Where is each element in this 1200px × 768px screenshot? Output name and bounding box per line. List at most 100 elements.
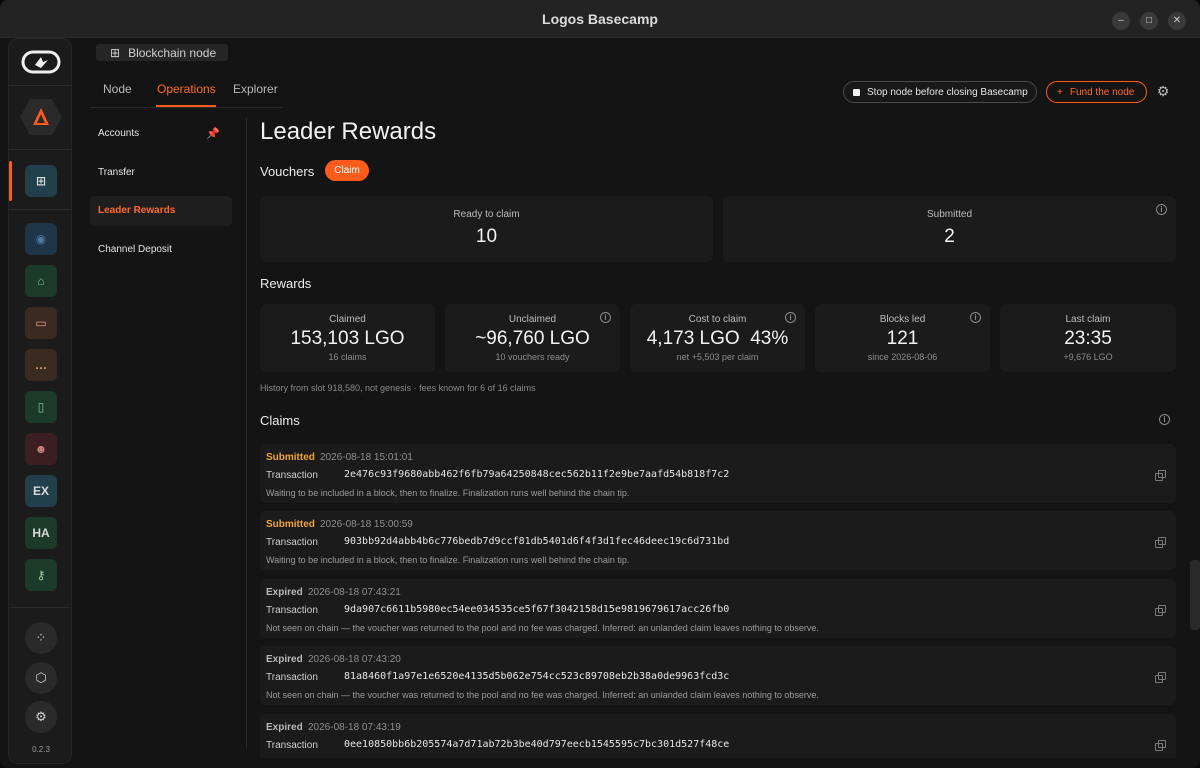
grid-icon: ⊞	[110, 45, 121, 60]
tab-operations[interactable]: Operations	[157, 82, 216, 96]
stat-label: Blocks led	[879, 314, 926, 325]
chat-app-icon[interactable]: ▭	[25, 307, 57, 339]
operations-subnav: Accounts 📌 Transfer Leader Rewards Chann…	[90, 118, 247, 748]
tab-explorer[interactable]: Explorer	[233, 82, 278, 96]
ready-label: Ready to claim	[453, 209, 520, 220]
window-title: Logos Basecamp	[542, 11, 658, 27]
submitted-label: Submitted	[926, 209, 973, 220]
claim-button[interactable]: Claim	[325, 160, 369, 181]
ex-app-icon[interactable]: EX	[25, 475, 57, 507]
stop-node-label: Stop node before closing Basecamp	[867, 86, 1028, 98]
main-content: Leader Rewards Vouchers Claim Ready to c…	[260, 118, 1176, 758]
transaction-label: Transaction	[266, 605, 318, 616]
stat-sub: net +5,503 per claim	[676, 352, 759, 362]
stop-node-toggle[interactable]: Stop node before closing Basecamp	[843, 81, 1037, 103]
stat-label: Unclaimed	[508, 314, 557, 325]
stat-sub: +9,676 LGO	[1063, 352, 1113, 362]
stat-value: 153,103 LGO	[290, 328, 405, 349]
transaction-hash[interactable]: 2e476c93f9680abb462f6fb79a64250848cec562…	[344, 469, 730, 480]
transaction-label: Transaction	[266, 470, 318, 481]
claim-row: Expired 2026-08-18 07:43:20 Transaction …	[260, 646, 1176, 705]
copy-icon[interactable]	[1155, 470, 1166, 481]
key-app-icon[interactable]: ⚷	[25, 559, 57, 591]
stat-value: 4,173 LGO 43%	[646, 328, 789, 349]
stat-sub: 16 claims	[328, 352, 367, 362]
checkbox-icon	[853, 88, 860, 96]
eye-app-icon[interactable]: ◉	[25, 223, 57, 255]
subnav-label: Accounts	[98, 128, 140, 139]
app-rail: ⊞ ◉ ⌂ ▭ … ▯ ☻ EX HA ⚷ ⁘ ⬡ ⚙ 0.2.3	[8, 38, 72, 764]
claim-row: Submitted 2026-08-18 15:00:59 Transactio…	[260, 511, 1176, 570]
claim-status: Expired	[266, 654, 303, 665]
active-tab-indicator	[156, 105, 216, 107]
transaction-hash[interactable]: 9da907c6611b5980ec54ee034535ce5f67f30421…	[344, 604, 730, 615]
claim-status: Submitted	[266, 452, 315, 463]
modules-icon[interactable]: ⁘	[25, 622, 57, 654]
basecamp-logo-icon[interactable]	[21, 49, 61, 75]
book-app-icon[interactable]: ▯	[25, 391, 57, 423]
bank-app-icon[interactable]: ⌂	[25, 265, 57, 297]
claim-time: 2026-08-18 15:01:01	[320, 452, 413, 463]
subnav-item-transfer[interactable]: Transfer	[98, 167, 135, 178]
transaction-label: Transaction	[266, 740, 318, 751]
claim-message: Not seen on chain — the voucher was retu…	[266, 690, 819, 700]
subnav-item-accounts[interactable]: Accounts 📌	[90, 119, 232, 149]
info-icon[interactable]: i	[600, 312, 611, 323]
claim-time: 2026-08-18 07:43:20	[308, 654, 401, 665]
avatar-app-icon[interactable]: ☻	[25, 433, 57, 465]
transaction-hash[interactable]: 0ee10850bb6b205574a7d71ab72b3be40d797eec…	[344, 739, 730, 750]
subnav-divider	[246, 118, 247, 748]
stat-value: ~96,760 LGO	[475, 328, 590, 349]
ready-value: 10	[475, 226, 498, 247]
page-title: Leader Rewards	[260, 118, 437, 145]
transaction-hash[interactable]: 81a8460f1a97e1e6520e4135d5b062e754cc523c…	[344, 671, 730, 682]
stat-label: Last claim	[1065, 314, 1111, 325]
copy-icon[interactable]	[1155, 740, 1166, 751]
scrollbar[interactable]	[1190, 560, 1200, 630]
breadcrumb[interactable]: ⊞ Blockchain node	[96, 44, 229, 61]
fund-node-button[interactable]: + Fund the node	[1046, 81, 1147, 103]
stat-label: Claimed	[329, 314, 366, 325]
claim-status: Expired	[266, 587, 303, 598]
info-icon[interactable]: i	[785, 312, 796, 323]
fund-node-label: Fund the node	[1069, 86, 1135, 98]
blockchain-app-icon[interactable]: ⊞	[25, 165, 57, 197]
copy-icon[interactable]	[1155, 605, 1166, 616]
ha-app-icon[interactable]: HA	[25, 517, 57, 549]
gear-icon[interactable]: ⚙	[1156, 83, 1170, 99]
app-version: 0.2.3	[32, 745, 50, 754]
breadcrumb-label: Blockchain node	[128, 45, 217, 60]
stat-label: Cost to claim	[688, 314, 747, 325]
pin-icon[interactable]: 📌	[206, 128, 220, 140]
info-icon[interactable]: i	[1159, 414, 1170, 425]
close-icon[interactable]: ✕	[1168, 12, 1186, 30]
claim-status: Expired	[266, 722, 303, 733]
transaction-hash[interactable]: 903bb92d4abb4b6c776bedb7d9ccf81db5401d6f…	[344, 536, 730, 547]
claim-row: Submitted 2026-08-18 15:01:01 Transactio…	[260, 444, 1176, 503]
copy-icon[interactable]	[1155, 537, 1166, 548]
stat-blocks-card: Blocks led 121 since 2026-08-06 i	[815, 304, 990, 372]
node-app-icon[interactable]	[19, 97, 63, 137]
minimize-icon[interactable]: –	[1112, 12, 1130, 30]
copy-icon[interactable]	[1155, 672, 1166, 683]
claim-row: Expired 2026-08-18 07:43:19 Transaction …	[260, 714, 1176, 758]
plus-icon: +	[1057, 86, 1063, 98]
subnav-item-channel-deposit[interactable]: Channel Deposit	[98, 244, 172, 255]
transaction-label: Transaction	[266, 672, 318, 683]
claim-status: Submitted	[266, 519, 315, 530]
maximize-icon[interactable]: □	[1140, 12, 1158, 30]
settings-gear-icon[interactable]: ⚙	[25, 701, 57, 733]
message-app-icon[interactable]: …	[25, 349, 57, 381]
ready-to-claim-card: Ready to claim 10	[260, 196, 713, 262]
tab-node[interactable]: Node	[103, 82, 132, 96]
rewards-title: Rewards	[260, 276, 312, 291]
stat-unclaimed-card: Unclaimed ~96,760 LGO 10 vouchers ready …	[445, 304, 620, 372]
stat-value: 23:35	[1064, 328, 1112, 349]
package-icon[interactable]: ⬡	[25, 662, 57, 694]
subnav-item-leader-rewards[interactable]: Leader Rewards	[90, 196, 232, 226]
claim-row: Expired 2026-08-18 07:43:21 Transaction …	[260, 579, 1176, 638]
info-icon[interactable]: i	[1156, 204, 1167, 215]
claim-message: Waiting to be included in a block, then …	[266, 488, 630, 498]
info-icon[interactable]: i	[970, 312, 981, 323]
